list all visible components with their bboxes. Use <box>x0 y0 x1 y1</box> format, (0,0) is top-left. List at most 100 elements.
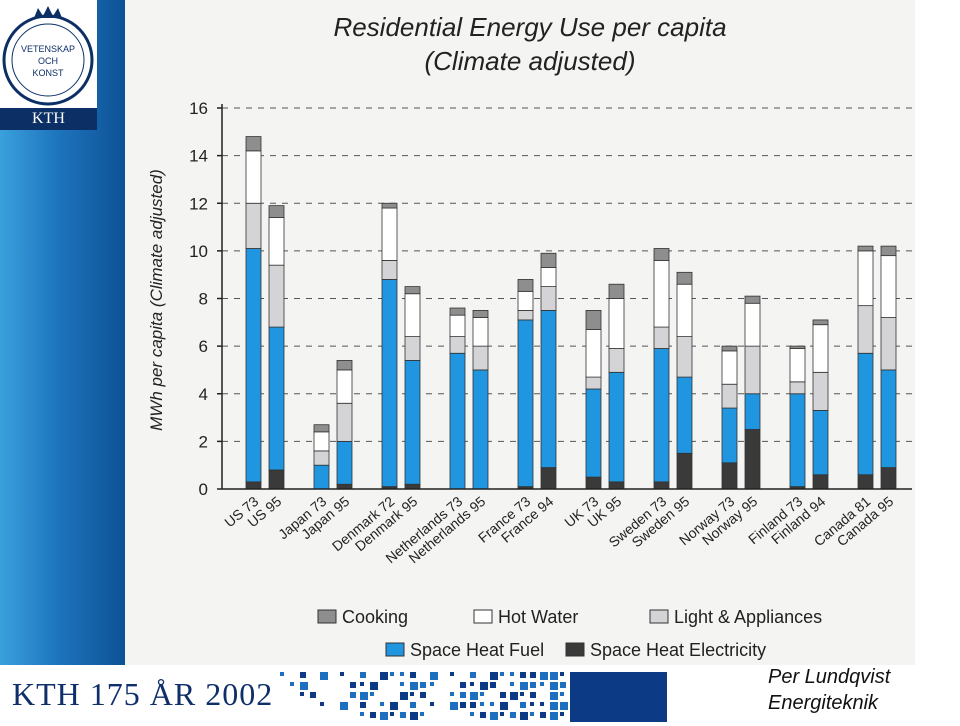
footer-dot <box>390 672 394 676</box>
footer-dot <box>340 702 348 710</box>
bar-segment-hot-water <box>268 217 285 266</box>
bar-segment-light-and-appliances <box>449 336 466 354</box>
y-axis-label: MWh per capita (Climate adjusted) <box>147 169 166 431</box>
bar-segment-light-and-appliances <box>404 336 421 361</box>
bar-segment-light-and-appliances <box>721 383 738 409</box>
footer-dot <box>320 702 324 706</box>
footer-dot <box>450 672 454 676</box>
bar-segment-hot-water <box>653 259 670 328</box>
bar-segment-cooking <box>404 286 421 295</box>
bar-segment-space-heat-fuel <box>653 348 670 483</box>
bar-segment-light-and-appliances <box>268 264 285 328</box>
bar-segment-light-and-appliances <box>608 348 625 373</box>
bar-segment-cooking <box>744 295 761 304</box>
footer-dot <box>400 672 404 676</box>
bar-segment-space-heat-electricity <box>676 452 693 490</box>
bar-segment-hot-water <box>449 314 466 338</box>
footer-dot <box>310 692 316 698</box>
bar-segment-space-heat-fuel <box>540 310 557 468</box>
bar-segment-cooking <box>789 345 806 349</box>
bar-segment-space-heat-fuel <box>608 371 625 483</box>
legend-swatch-hot-water <box>473 609 493 624</box>
footer-dot <box>450 692 454 696</box>
bar-segment-space-heat-fuel <box>880 369 897 468</box>
bar-segment-hot-water <box>313 431 330 452</box>
bar-segment-space-heat-fuel <box>381 279 398 488</box>
bar-segment-hot-water <box>381 207 398 261</box>
bar-segment-cooking <box>880 245 897 257</box>
bar-segment-cooking <box>653 248 670 261</box>
y-ticks: 0 2 4 6 8 10 12 14 16 <box>189 99 222 499</box>
bar-segment-cooking <box>857 245 874 252</box>
footer-dot <box>300 682 308 690</box>
footer-dot <box>500 692 506 698</box>
bar-segment-cooking <box>585 310 602 330</box>
footer-dot <box>540 712 546 718</box>
footer-dot <box>520 702 526 708</box>
footer-dot <box>370 712 376 718</box>
bar-segment-light-and-appliances <box>381 259 398 280</box>
footer-dot <box>470 692 478 700</box>
logo-text-3: KONST <box>32 68 64 78</box>
legend-swatch-space-heat-electricity <box>565 642 585 657</box>
bar-segment-cooking <box>676 271 693 285</box>
footer-dot <box>500 702 508 710</box>
footer-dot <box>420 712 424 716</box>
footer-dot <box>400 712 406 718</box>
footer-dot <box>350 682 356 688</box>
bar-segment-space-heat-electricity <box>268 469 285 490</box>
footer-dot <box>290 682 294 686</box>
legend-swatch-light-and-appliances <box>649 609 669 624</box>
footer-dot <box>400 692 408 700</box>
footer-dot <box>480 702 484 706</box>
footer-dot <box>520 682 528 690</box>
footer-dot <box>340 672 344 676</box>
bar-segment-hot-water <box>789 348 806 383</box>
bar-segment-space-heat-electricity <box>608 481 625 490</box>
bar-segment-cooking <box>268 205 285 218</box>
bar-segment-hot-water <box>812 324 829 373</box>
bar-segment-hot-water <box>608 298 625 349</box>
footer-dot <box>550 712 558 720</box>
legend-swatch-space-heat-fuel <box>385 642 405 657</box>
footer-dot <box>530 682 536 688</box>
bar-segment-hot-water <box>676 283 693 337</box>
bar-segment-light-and-appliances <box>880 317 897 371</box>
footer-dot <box>410 682 418 690</box>
bar-segment-space-heat-fuel <box>744 393 761 430</box>
footer-dot <box>430 702 434 706</box>
bar-segment-space-heat-fuel <box>721 407 738 464</box>
bar-segment-hot-water <box>721 350 738 385</box>
bar-segment-light-and-appliances <box>857 305 874 354</box>
footer-dot <box>380 712 388 720</box>
bar-segment-space-heat-electricity <box>744 429 761 490</box>
chart-title: Residential Energy Use per capita <box>333 12 726 42</box>
footer-dot <box>460 682 466 688</box>
bar-segment-cooking <box>472 310 489 318</box>
footer-dot <box>490 682 496 688</box>
legend-label-cooking: Cooking <box>342 607 408 627</box>
bar-segment-hot-water <box>585 329 602 378</box>
footer-dot <box>390 712 394 716</box>
legend-swatch-cooking <box>317 609 337 624</box>
footer-dot <box>300 672 306 678</box>
bar-segment-hot-water <box>744 302 761 347</box>
footer-dot <box>360 712 364 716</box>
footer-dot <box>520 692 524 696</box>
legend-label-space-heat-fuel: Space Heat Fuel <box>410 640 544 660</box>
bar-segment-cooking <box>245 136 262 152</box>
logo-text-1: VETENSKAP <box>20 44 76 54</box>
bar-segment-hot-water <box>472 317 489 347</box>
y-tick-label: 10 <box>189 242 208 261</box>
legend-label-space-heat-electricity: Space Heat Electricity <box>590 640 766 660</box>
bar-segment-hot-water <box>404 293 421 337</box>
bar-segment-light-and-appliances <box>313 450 330 466</box>
bar-segment-light-and-appliances <box>653 326 670 349</box>
footer-dot <box>470 702 476 708</box>
bar-segment-space-heat-fuel <box>268 326 285 471</box>
footer-dot <box>420 692 426 698</box>
footer-dot <box>480 682 488 690</box>
y-tick-label: 8 <box>199 290 208 309</box>
bar-segment-space-heat-fuel <box>449 352 466 490</box>
footer-dot <box>360 672 366 678</box>
